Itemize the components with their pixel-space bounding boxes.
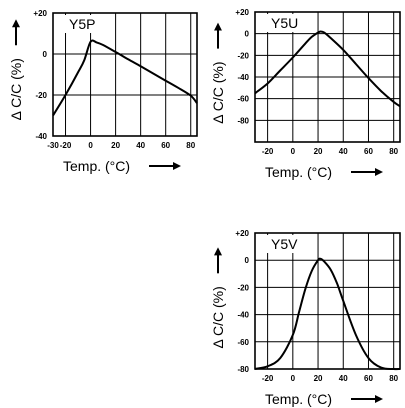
y-tick-label: -40 (35, 132, 47, 141)
x-tick-label: 0 (88, 141, 93, 150)
y-tick-label: -60 (237, 95, 249, 104)
x-tick-label: 60 (364, 374, 373, 383)
chart-panel-y5u: Y5U +20 0 -20 -40 -60 -80 -20 0 20 40 60 80 Temp. (°C… (210, 8, 401, 180)
x-tick-label: 40 (339, 374, 348, 383)
y-axis-label: Δ C/C (%) (210, 286, 226, 348)
y-tick-label: -40 (237, 311, 249, 320)
x-tick-label: 20 (111, 141, 120, 150)
x-tick-label: 60 (364, 147, 373, 156)
y-tick-label: -40 (237, 73, 249, 82)
y-tick-label: -60 (237, 338, 249, 347)
y-tick-label: +20 (235, 229, 249, 238)
x-tick-label: 40 (136, 141, 145, 150)
y-tick-label: 0 (245, 256, 250, 265)
chart-title: Y5V (271, 236, 298, 252)
x-tick-label: -20 (262, 374, 274, 383)
x-tick-label: 80 (389, 374, 398, 383)
x-tick-label: 80 (186, 141, 195, 150)
x-axis-label: Temp. (°C) (265, 164, 332, 180)
data-curve (52, 39, 198, 117)
x-tick-label: -20 (262, 147, 274, 156)
y-axis-label: Δ C/C (%) (210, 61, 226, 123)
y-tick-label: +20 (33, 9, 47, 18)
y-tick-label: -80 (237, 365, 249, 374)
x-tick-label: -30 (47, 141, 59, 150)
chart-title: Y5P (69, 16, 95, 32)
x-tick-label: 0 (291, 147, 296, 156)
x-tick-label: 0 (291, 374, 296, 383)
title-backdrop (267, 235, 301, 253)
y-tick-label: 0 (245, 30, 250, 39)
title-backdrop (267, 14, 301, 32)
y-tick-label: -20 (237, 283, 249, 292)
plot-frame (52, 12, 198, 137)
y-tick-label: 0 (43, 50, 48, 59)
x-tick-label: 40 (339, 147, 348, 156)
y-tick-label: +20 (235, 8, 249, 17)
x-axis-label: Temp. (°C) (265, 391, 332, 407)
x-tick-label: 20 (314, 147, 323, 156)
x-tick-label: -20 (60, 141, 72, 150)
y-tick-label: -20 (35, 91, 47, 100)
title-backdrop (65, 15, 99, 33)
x-tick-label: 80 (389, 147, 398, 156)
x-tick-label: 20 (314, 374, 323, 383)
y-axis-label: Δ C/C (%) (8, 58, 24, 120)
chart-title: Y5U (271, 15, 298, 31)
y-tick-label: -80 (237, 116, 249, 125)
plot-frame (254, 11, 401, 143)
x-axis-label: Temp. (°C) (63, 158, 130, 174)
x-tick-label: 60 (161, 141, 170, 150)
chart-panel-y5v: Y5V +20 0 -20 -40 -60 -80 -20 0 20 40 60 80 Temp. (°C… (210, 229, 401, 407)
plot-frame (254, 232, 401, 370)
data-curve (254, 257, 401, 371)
data-curve (254, 30, 401, 108)
y-tick-label: -20 (237, 51, 249, 60)
